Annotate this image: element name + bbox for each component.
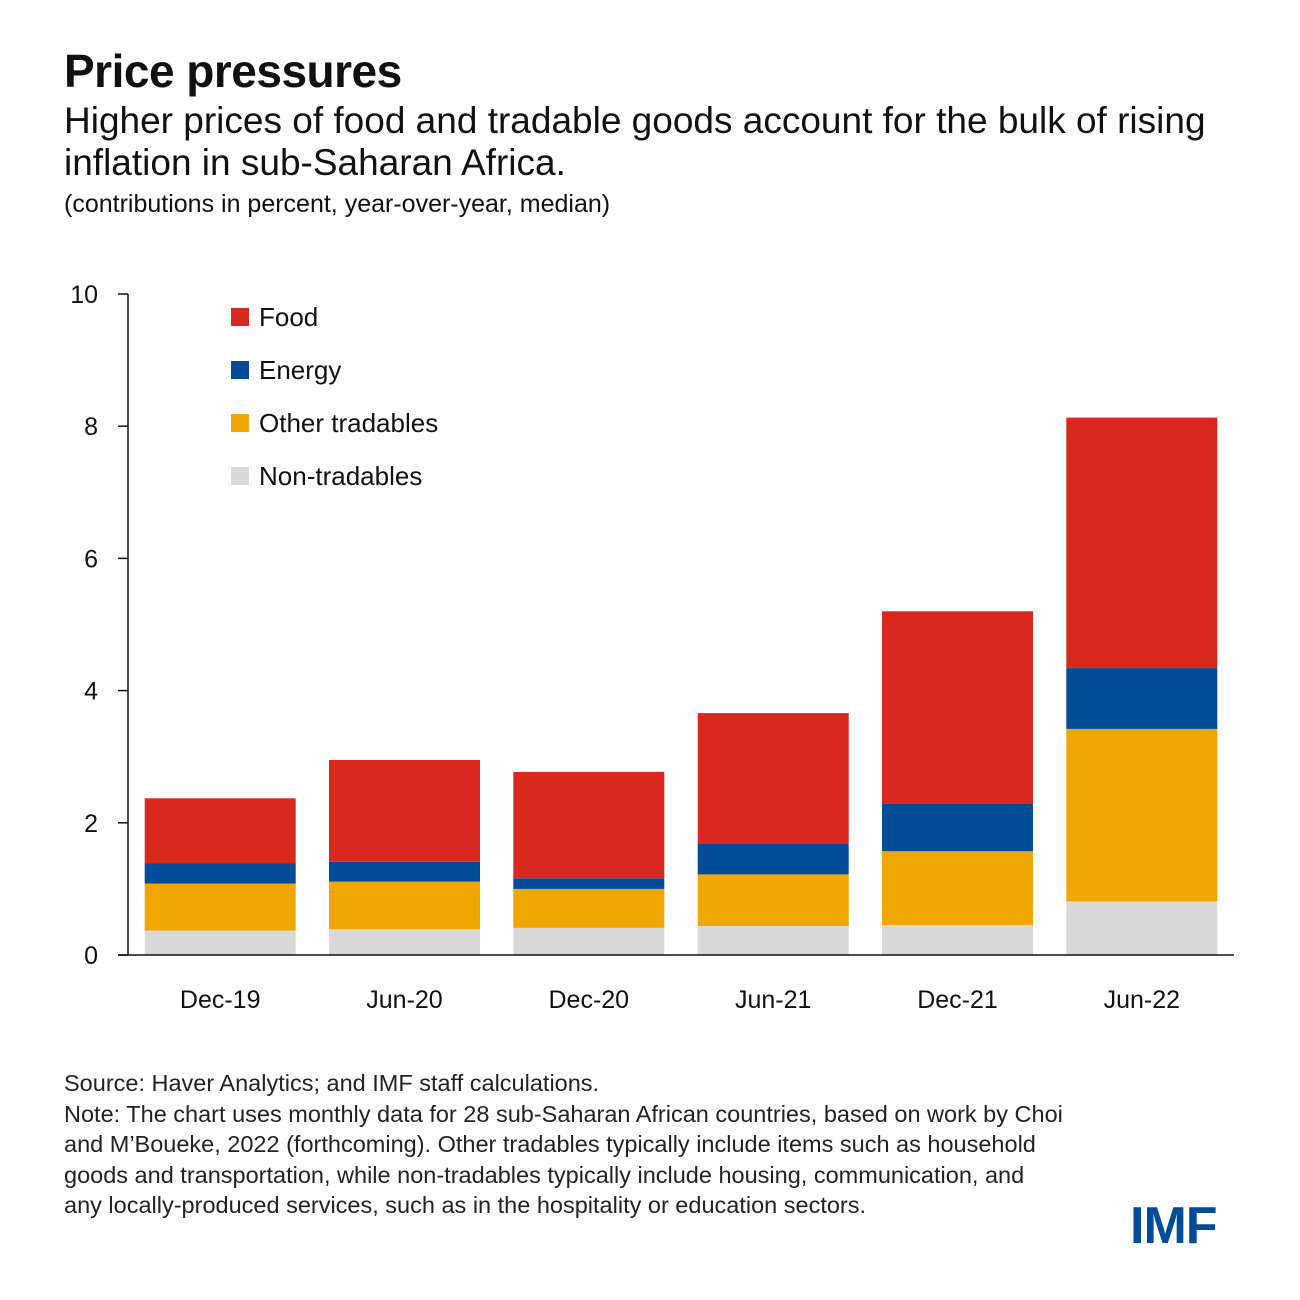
imf-logo: IMF <box>1130 1197 1218 1255</box>
bar-segment-energy-jun-22 <box>1066 668 1218 729</box>
bar-segment-other-tradables-jun-21 <box>697 874 849 926</box>
legend-swatch-food <box>231 308 249 326</box>
legend-swatch-non-tradables <box>231 467 249 485</box>
x-tick-label: Jun-20 <box>366 986 442 1014</box>
legend-swatch-other-tradables <box>231 414 249 432</box>
legend-label-energy: Energy <box>259 355 341 385</box>
bar-segment-energy-dec-21 <box>882 803 1033 852</box>
y-tick-label: 4 <box>84 678 98 706</box>
bar-segment-non-tradables-jun-20 <box>329 929 480 955</box>
bar-segment-food-jun-22 <box>1066 417 1218 669</box>
y-tick-label: 10 <box>70 281 98 309</box>
bar-segment-other-tradables-jun-22 <box>1066 728 1218 902</box>
x-tick-label: Jun-21 <box>735 986 811 1014</box>
units-note: (contributions in percent, year-over-yea… <box>64 190 611 218</box>
bar-segment-food-dec-20 <box>513 771 665 879</box>
bar-segment-non-tradables-dec-19 <box>144 930 296 955</box>
bar-segment-food-dec-19 <box>144 798 296 864</box>
bar-segment-energy-dec-20 <box>513 878 665 889</box>
chart-subtitle: Higher prices of food and tradable goods… <box>64 100 1206 183</box>
bars-group <box>144 417 1218 955</box>
bar-segment-food-jun-21 <box>697 713 849 844</box>
x-tick-label: Jun-22 <box>1104 986 1180 1014</box>
bar-segment-other-tradables-jun-20 <box>329 881 480 930</box>
x-tick-label: Dec-21 <box>917 986 998 1014</box>
stacked-bar-chart: Dec-19 Jun-20 Dec-20 Jun-21 Dec-21 Jun-22 0 2 4 6… <box>70 281 1234 1014</box>
bar-segment-non-tradables-jun-22 <box>1066 901 1218 955</box>
bar-segment-non-tradables-jun-21 <box>697 925 849 955</box>
bar-segment-other-tradables-dec-21 <box>882 851 1033 926</box>
x-tick-label: Dec-19 <box>180 986 261 1014</box>
legend: Food Energy Other tradables Non-tradables <box>231 302 438 491</box>
bar-segment-food-jun-20 <box>329 760 480 862</box>
y-tick-label: 8 <box>84 413 98 441</box>
legend-swatch-energy <box>231 361 249 379</box>
footnotes: Source: Haver Analytics; and IMF staff c… <box>64 1068 1064 1221</box>
bar-segment-non-tradables-dec-20 <box>513 927 665 955</box>
legend-label-non-tradables: Non-tradables <box>259 461 422 491</box>
legend-label-food: Food <box>259 302 318 332</box>
y-tick-label: 6 <box>84 545 98 573</box>
bar-segment-energy-dec-19 <box>144 863 296 884</box>
bar-segment-non-tradables-dec-21 <box>882 925 1033 955</box>
legend-label-other-tradables: Other tradables <box>259 408 438 438</box>
bar-segment-food-dec-21 <box>882 611 1033 804</box>
y-tick-label: 2 <box>84 810 98 838</box>
y-tick-label: 0 <box>84 942 98 970</box>
bar-segment-energy-jun-20 <box>329 861 480 882</box>
bar-segment-other-tradables-dec-20 <box>513 888 665 928</box>
chart-note: Note: The chart uses monthly data for 28… <box>64 1100 1063 1219</box>
source-note: Source: Haver Analytics; and IMF staff c… <box>64 1070 600 1096</box>
axes-group: Dec-19 Jun-20 Dec-20 Jun-21 Dec-21 Jun-22 0 2 4 6… <box>70 281 1234 1014</box>
x-tick-label: Dec-20 <box>549 986 630 1014</box>
chart-title: Price pressures <box>64 45 402 97</box>
bar-segment-energy-jun-21 <box>697 843 849 875</box>
bar-segment-other-tradables-dec-19 <box>144 883 296 931</box>
